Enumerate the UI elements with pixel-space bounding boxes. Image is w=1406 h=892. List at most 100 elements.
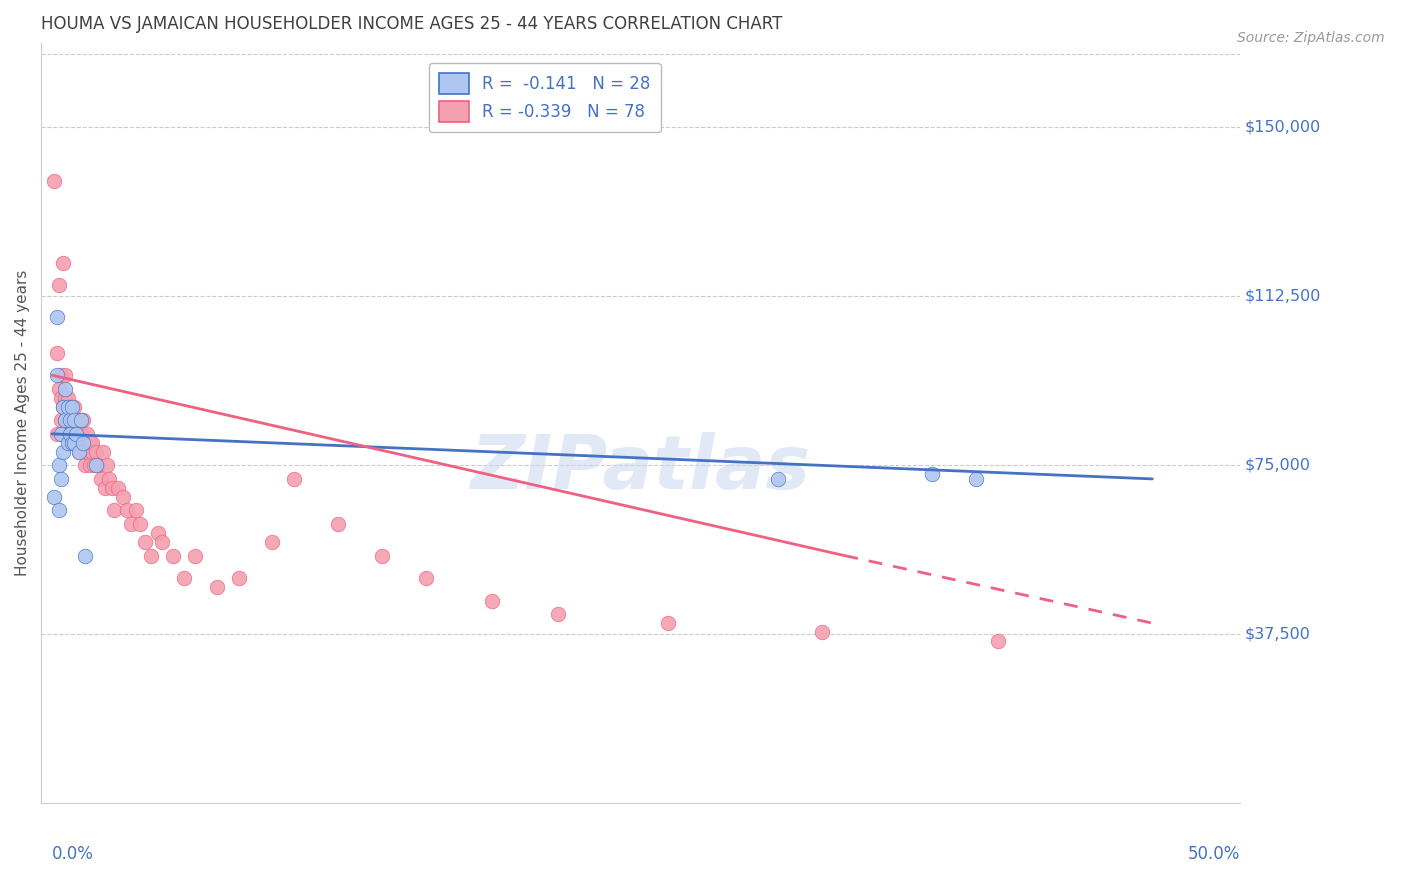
Text: ZIPatlas: ZIPatlas [471,433,811,505]
Point [72,413,94,427]
Point [56,391,79,405]
Point [79,435,101,450]
Point [44,490,66,504]
Point [100,481,122,495]
Point [184,549,207,563]
Point [49,391,72,405]
Point [52,255,75,269]
Point [94,481,117,495]
Point [63,435,86,450]
Point [69,413,91,427]
Point [125,503,148,517]
Point [67,413,90,427]
Text: 50.0%: 50.0% [1188,846,1240,863]
Point [228,571,250,585]
Point [205,580,228,594]
Point [72,435,94,450]
Point [60,413,83,427]
Point [328,516,350,531]
Point [59,426,82,441]
Point [146,526,169,541]
Point [56,413,79,427]
Point [987,634,1010,648]
Point [49,426,72,441]
Point [75,435,97,450]
Point [59,426,82,441]
Point [59,413,82,427]
Point [49,413,72,427]
Point [657,616,679,631]
Point [56,400,79,414]
Point [415,571,437,585]
Point [56,400,79,414]
Point [63,400,86,414]
Point [65,426,87,441]
Legend: R =  -0.141   N = 28, R = -0.339   N = 78: R = -0.141 N = 28, R = -0.339 N = 78 [429,62,661,132]
Point [45,345,67,359]
Point [96,458,118,473]
Point [60,435,83,450]
Point [67,445,90,459]
Point [481,593,503,607]
Point [53,413,76,427]
Point [173,571,195,585]
Point [921,467,943,482]
Point [76,445,98,459]
Point [45,426,67,441]
Text: $37,500: $37,500 [1244,627,1310,642]
Point [76,426,98,441]
Point [53,368,76,383]
Point [67,435,90,450]
Point [547,607,569,621]
Point [49,472,72,486]
Text: $112,500: $112,500 [1244,289,1322,304]
Text: 0.0%: 0.0% [52,846,94,863]
Point [65,426,87,441]
Point [69,426,91,441]
Point [63,413,86,427]
Point [65,413,87,427]
Point [60,400,83,414]
Point [84,445,107,459]
Point [79,458,101,473]
Point [120,516,142,531]
Point [67,445,90,459]
Point [965,472,987,486]
Point [91,445,114,459]
Point [45,310,67,324]
Point [52,400,75,414]
Point [84,458,107,473]
Point [75,458,97,473]
Point [52,400,75,414]
Point [80,435,103,450]
Point [60,435,83,450]
Point [53,413,76,427]
Text: $75,000: $75,000 [1244,458,1310,473]
Point [162,549,184,563]
Point [56,435,79,450]
Point [139,549,162,563]
Point [371,549,394,563]
Point [69,413,91,427]
Point [283,472,305,486]
Point [89,472,111,486]
Text: HOUMA VS JAMAICAN HOUSEHOLDER INCOME AGES 25 - 44 YEARS CORRELATION CHART: HOUMA VS JAMAICAN HOUSEHOLDER INCOME AGE… [41,15,783,33]
Point [80,445,103,459]
Point [52,426,75,441]
Point [98,472,121,486]
Point [48,503,70,517]
Text: Source: ZipAtlas.com: Source: ZipAtlas.com [1237,31,1385,45]
Point [83,458,105,473]
Point [60,400,83,414]
Text: $150,000: $150,000 [1244,120,1322,135]
Point [59,400,82,414]
Y-axis label: Householder Income Ages 25 - 44 years: Householder Income Ages 25 - 44 years [15,270,30,576]
Point [107,481,129,495]
Point [262,535,284,549]
Point [768,472,790,486]
Point [45,368,67,383]
Point [72,435,94,450]
Point [53,391,76,405]
Point [150,535,173,549]
Point [63,435,86,450]
